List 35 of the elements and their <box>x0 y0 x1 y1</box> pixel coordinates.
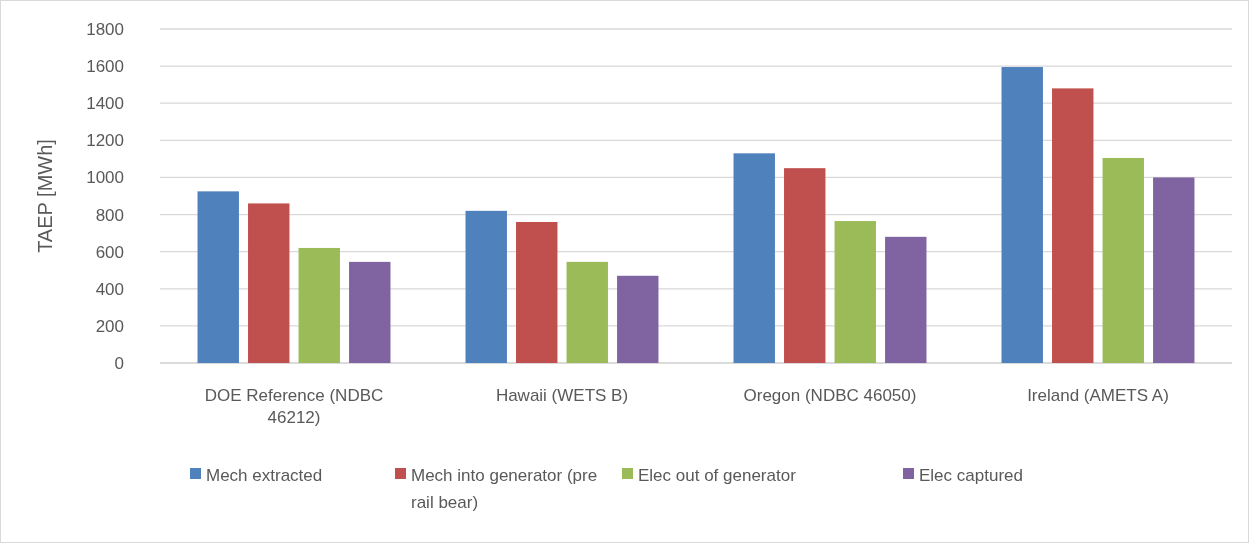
bar <box>885 236 927 363</box>
x-tick-label: Hawaii (WETS B) <box>495 386 629 405</box>
y-tick-label: 800 <box>95 205 124 225</box>
y-tick-label: 1000 <box>86 168 124 188</box>
legend-label: Mech into generator (pre rail bear) <box>411 466 598 512</box>
y-tick-label: 400 <box>95 279 124 299</box>
bar <box>516 221 558 363</box>
x-tick-label: DOE Reference (NDBC 46212) <box>204 386 384 427</box>
bar <box>733 153 775 363</box>
legend-label: Elec out of generator <box>638 466 797 485</box>
bar <box>197 191 239 363</box>
legend-label: Mech extracted <box>206 466 323 485</box>
y-tick-label: 1600 <box>86 57 124 77</box>
bar <box>248 203 290 363</box>
bar <box>784 168 826 363</box>
bar <box>1001 67 1043 363</box>
bar <box>566 261 608 363</box>
y-tick-label: 600 <box>95 242 124 262</box>
bar <box>617 275 659 363</box>
bar <box>349 261 391 363</box>
bar <box>465 210 507 363</box>
bar <box>1052 88 1094 363</box>
y-tick-label: 0 <box>114 353 124 373</box>
bar <box>1102 157 1144 363</box>
bar <box>834 221 876 363</box>
bar <box>1153 177 1195 363</box>
y-axis-title: TAEP [MWh] <box>34 139 56 253</box>
y-tick-label: 1400 <box>86 94 124 114</box>
y-tick-label: 1200 <box>86 131 124 151</box>
x-tick-label: Ireland (AMETS A) <box>1027 386 1169 405</box>
legend-label: Elec captured <box>919 466 1023 485</box>
x-tick-label: Oregon (NDBC 46050) <box>743 386 917 405</box>
bar <box>298 247 340 363</box>
y-tick-label: 200 <box>95 316 124 336</box>
y-tick-label: 1800 <box>86 19 124 39</box>
